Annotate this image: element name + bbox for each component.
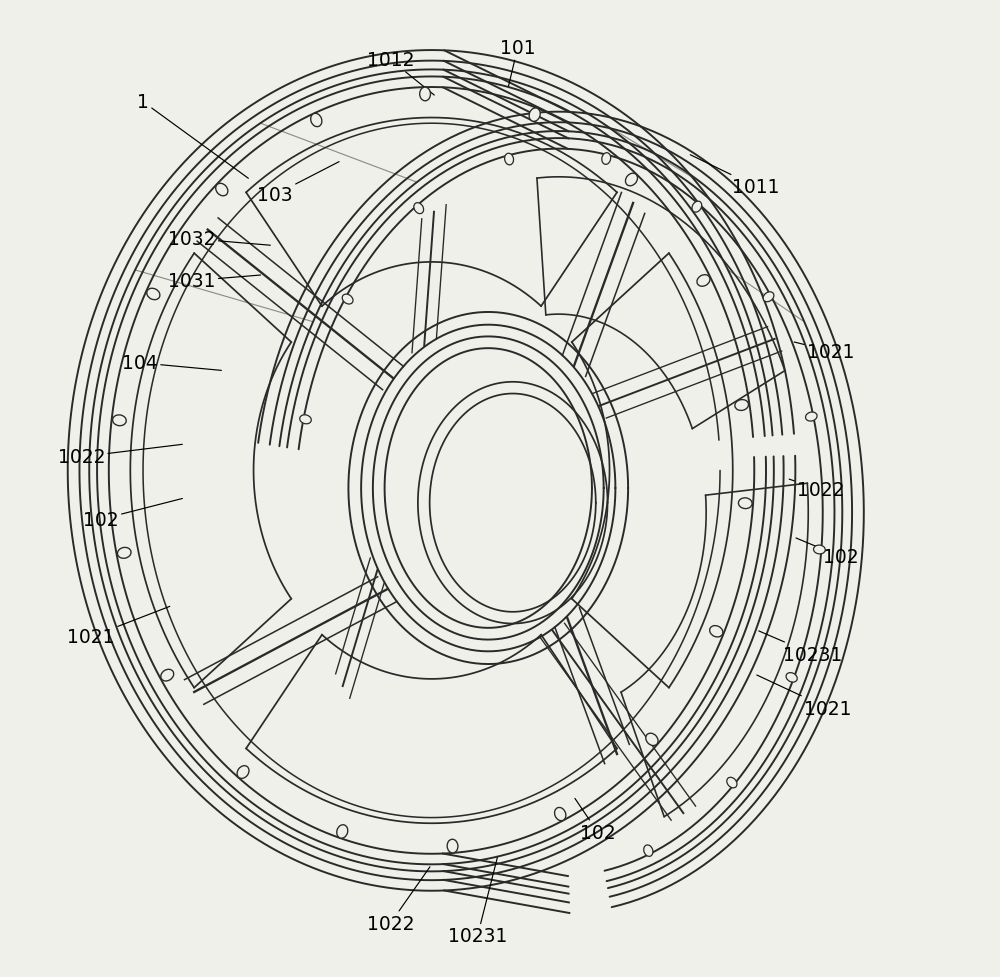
Ellipse shape bbox=[786, 673, 797, 682]
Ellipse shape bbox=[555, 808, 566, 821]
Ellipse shape bbox=[161, 669, 174, 681]
Ellipse shape bbox=[447, 839, 458, 853]
Ellipse shape bbox=[529, 108, 540, 122]
Text: 103: 103 bbox=[257, 162, 339, 205]
Text: 1032: 1032 bbox=[168, 230, 270, 249]
Ellipse shape bbox=[692, 202, 702, 213]
Ellipse shape bbox=[806, 412, 817, 422]
Ellipse shape bbox=[644, 845, 653, 857]
Text: 101: 101 bbox=[500, 39, 535, 87]
Ellipse shape bbox=[113, 415, 126, 426]
Ellipse shape bbox=[814, 545, 825, 554]
Ellipse shape bbox=[414, 203, 424, 214]
Ellipse shape bbox=[735, 401, 748, 411]
Text: 1011: 1011 bbox=[690, 155, 780, 197]
Text: 10231: 10231 bbox=[759, 631, 843, 664]
Text: 1022: 1022 bbox=[367, 867, 430, 933]
Text: 1012: 1012 bbox=[367, 51, 434, 96]
Ellipse shape bbox=[697, 276, 710, 287]
Ellipse shape bbox=[117, 548, 131, 559]
Ellipse shape bbox=[505, 154, 514, 166]
Ellipse shape bbox=[763, 292, 774, 303]
Text: 1021: 1021 bbox=[794, 342, 854, 361]
Ellipse shape bbox=[646, 734, 658, 745]
Text: 1021: 1021 bbox=[67, 607, 170, 647]
Text: 102: 102 bbox=[575, 798, 616, 842]
Ellipse shape bbox=[337, 825, 348, 838]
Ellipse shape bbox=[300, 415, 311, 424]
Ellipse shape bbox=[738, 498, 752, 509]
Text: 1022: 1022 bbox=[789, 480, 845, 500]
Ellipse shape bbox=[147, 289, 160, 300]
Text: 1021: 1021 bbox=[757, 675, 851, 718]
Text: 1031: 1031 bbox=[168, 272, 261, 291]
Ellipse shape bbox=[710, 626, 723, 637]
Ellipse shape bbox=[216, 184, 228, 196]
Ellipse shape bbox=[602, 153, 611, 165]
Ellipse shape bbox=[625, 174, 637, 187]
Ellipse shape bbox=[342, 295, 353, 305]
Ellipse shape bbox=[237, 766, 249, 779]
Text: 102: 102 bbox=[83, 499, 182, 530]
Ellipse shape bbox=[311, 114, 322, 128]
Text: 10231: 10231 bbox=[448, 858, 507, 946]
Text: 104: 104 bbox=[122, 354, 221, 373]
Ellipse shape bbox=[420, 88, 430, 102]
Text: 102: 102 bbox=[796, 538, 858, 567]
Ellipse shape bbox=[727, 778, 737, 788]
Text: 1022: 1022 bbox=[58, 445, 182, 467]
Text: 1: 1 bbox=[137, 93, 248, 179]
